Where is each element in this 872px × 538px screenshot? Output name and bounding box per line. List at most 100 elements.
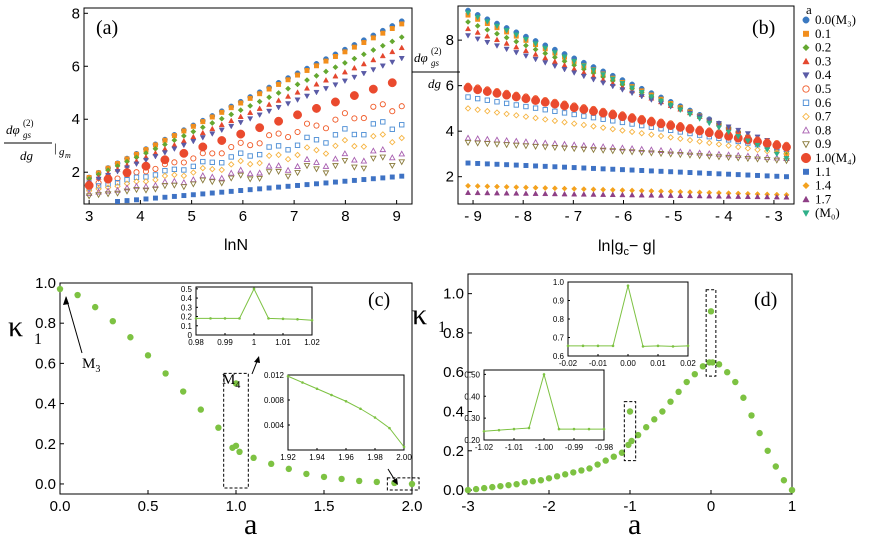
panel-b-xtick-label: - 9 — [464, 208, 482, 225]
panel-a-point — [285, 93, 292, 99]
panel-c-inset1-ytick-label: 0.5 — [181, 285, 193, 294]
panel-a-point — [275, 97, 282, 103]
panel-b-point — [744, 131, 751, 137]
panel-b-point — [638, 89, 645, 96]
panel-a-point — [398, 150, 406, 157]
panel-a-point — [171, 133, 177, 139]
panel-d-point — [521, 479, 528, 486]
panel-c-inset2-point — [359, 407, 362, 411]
panel-a-point — [238, 150, 244, 156]
panel-c-inset1-ytick-label: 0.4 — [181, 294, 193, 303]
panel-a-point — [122, 168, 132, 178]
panel-a-point — [209, 159, 215, 165]
panel-b-point — [541, 144, 549, 151]
panel-a-point — [114, 186, 121, 193]
panel-a-point — [370, 103, 377, 110]
panel-c-xlabel: a — [244, 508, 257, 538]
panel-b-point — [638, 145, 646, 152]
panel-a-point — [332, 142, 339, 150]
panel-b-point — [676, 152, 684, 159]
panel-b-point — [773, 193, 780, 200]
panel-b-xlabel: ln|gc− g| — [598, 238, 656, 258]
svg-text:gs: gs — [23, 130, 32, 140]
panel-a-point — [379, 42, 386, 49]
panel-b-point — [725, 129, 732, 136]
panel-d-inset1-ytick-label: 0.6 — [553, 352, 565, 361]
panel-b-point — [512, 137, 520, 144]
panel-c-inset-bg — [196, 287, 312, 335]
panel-a-point — [162, 194, 168, 200]
panel-b-point — [503, 183, 510, 190]
panel-b-point — [676, 148, 684, 155]
panel-a-point — [370, 47, 377, 53]
panel-a-point — [342, 49, 348, 55]
panel-b-point — [705, 149, 713, 157]
panel-d-inset2-xtick-label: -0.98 — [595, 443, 614, 452]
panel-b-point — [474, 135, 482, 142]
panel-c-inset2-point — [286, 374, 290, 378]
panel-a-point — [313, 81, 320, 87]
panel-c-xtick-label: 1.0 — [226, 498, 247, 515]
legend-label: 0.7 — [815, 109, 832, 124]
panel-b-point — [619, 87, 626, 93]
panel-b-point — [522, 113, 530, 120]
panel-d-point — [489, 483, 496, 491]
panel-a-point — [368, 84, 378, 94]
panel-b-ytick-label: 2 — [446, 169, 454, 186]
panel-d-point — [691, 370, 698, 378]
legend-marker — [802, 44, 810, 52]
panel-b-point — [541, 139, 549, 146]
panel-b-point — [560, 101, 569, 111]
panel-b-point — [571, 165, 577, 171]
panel-b-point — [494, 183, 500, 190]
panel-a-point — [360, 71, 367, 77]
panel-c-inset1-ytick-label: 0.3 — [181, 303, 193, 312]
panel-b-label: (b) — [752, 17, 775, 39]
panel-b-point — [513, 38, 520, 45]
panel-b-point — [561, 110, 568, 116]
panel-a-point — [227, 169, 235, 176]
panel-d-point — [610, 453, 617, 460]
panel-a-point — [303, 155, 311, 162]
panel-d-point — [756, 429, 763, 437]
panel-b-point — [503, 142, 510, 149]
panel-d-xtick-label: 0 — [707, 498, 715, 515]
legend-marker — [802, 195, 810, 203]
panel-a-point — [189, 176, 197, 183]
panel-a-point — [398, 103, 405, 110]
panel-a-point — [360, 157, 368, 164]
panel-d-ytick-label: 0.0 — [443, 482, 464, 499]
panel-b-point — [465, 10, 472, 16]
panel-c-inset-bg — [288, 375, 404, 450]
panel-b-point — [571, 185, 578, 192]
panel-c-inset1-point — [223, 317, 227, 320]
panel-b-ytick-label: 4 — [446, 123, 454, 140]
panel-d-inset2-xtick-label: -1.01 — [505, 443, 524, 452]
panel-a-point — [285, 101, 292, 107]
panel-a-point — [389, 174, 395, 180]
panel-a-point — [256, 98, 263, 105]
panel-a-point — [370, 56, 377, 63]
panel-b-point — [628, 128, 636, 136]
panel-b-point — [580, 191, 587, 197]
panel-b-point — [474, 189, 481, 196]
panel-d-highlight-box — [623, 401, 637, 462]
panel-d-point — [780, 477, 788, 484]
panel-b-point — [599, 147, 607, 154]
panel-c-inset1-xtick-label: 0.99 — [217, 338, 233, 347]
panel-c-point — [215, 424, 222, 431]
panel-a-point — [332, 54, 338, 59]
panel-b-point — [580, 73, 587, 80]
panel-c-ytick-label: 0.0 — [35, 476, 56, 493]
panel-b-point — [735, 127, 742, 134]
legend-label: 0.0(M₃) — [815, 12, 856, 27]
panel-d-inset1-ytick-label: 0.9 — [553, 297, 565, 306]
panel-a-point — [171, 146, 178, 152]
panel-b-point — [725, 142, 732, 149]
panel-c-inset2-xtick-label: 1.98 — [367, 453, 383, 462]
panel-a-point — [189, 181, 197, 188]
panel-b-point — [542, 54, 549, 61]
panel-a-point — [219, 109, 225, 115]
panel-a-point — [285, 147, 291, 153]
panel-d-point — [651, 416, 658, 423]
